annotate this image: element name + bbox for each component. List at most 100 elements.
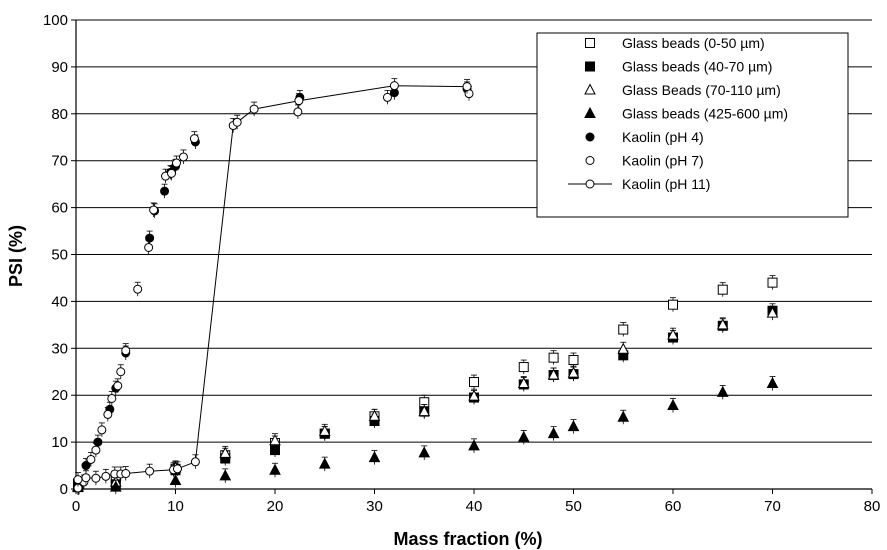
data-point: [145, 233, 155, 243]
data-point: [93, 437, 103, 447]
legend-label: Glass beads (425-600 µm): [622, 106, 788, 122]
data-point: [113, 381, 123, 391]
data-point: [547, 427, 560, 439]
data-point: [418, 446, 431, 458]
data-point: [116, 367, 126, 377]
data-point: [767, 277, 778, 288]
data-point: [716, 385, 729, 397]
x-tick-label: 60: [665, 498, 682, 515]
data-point: [219, 446, 232, 458]
data-point: [667, 328, 679, 340]
data-point: [145, 466, 155, 476]
data-point: [133, 284, 143, 294]
y-tick-label: 90: [51, 59, 68, 76]
data-point: [766, 376, 779, 388]
data-point: [91, 445, 101, 455]
data-point: [568, 355, 579, 366]
data-point: [617, 342, 630, 354]
data-point: [169, 473, 182, 486]
data-point: [293, 107, 303, 117]
x-tick-label: 80: [864, 498, 881, 515]
data-point: [468, 439, 480, 451]
data-point: [103, 409, 113, 419]
data-point: [618, 324, 629, 335]
y-tick-label: 70: [51, 153, 68, 170]
x-tick-label: 40: [466, 498, 483, 515]
legend-label: Kaolin (pH 4): [622, 129, 704, 145]
y-tick-label: 100: [43, 12, 68, 29]
data-point: [81, 473, 91, 483]
data-point: [219, 469, 232, 481]
data-point: [249, 104, 259, 114]
series-line-kaolin-ph11: [77, 85, 468, 481]
series-3: [72, 376, 779, 495]
data-point: [382, 92, 392, 102]
y-tick-label: 40: [51, 293, 68, 310]
legend-marker: [585, 38, 595, 48]
data-point: [368, 409, 381, 421]
data-point: [189, 134, 199, 144]
y-tick-label: 10: [51, 434, 68, 451]
axes: [71, 19, 873, 494]
legend-label: Kaolin (pH 11): [622, 176, 710, 192]
gridlines: [76, 19, 872, 443]
data-point: [518, 362, 529, 373]
data-point: [109, 480, 122, 492]
x-tick-label: 30: [366, 498, 383, 515]
data-point: [766, 306, 779, 318]
data-point: [667, 398, 679, 411]
legend: Glass beads (0-50 µm) Glass beads (40-70 …: [536, 32, 849, 218]
x-tick-label: 10: [167, 498, 184, 515]
data-point: [617, 410, 630, 422]
data-point: [178, 152, 188, 162]
y-tick-label: 20: [51, 387, 68, 404]
y-axis-title: PSI (%): [6, 225, 26, 287]
x-tick-label: 70: [764, 498, 781, 515]
y-tick-label: 0: [60, 481, 68, 498]
data-point: [318, 424, 331, 436]
data-point: [172, 464, 182, 474]
series-6: [73, 78, 472, 487]
data-point: [171, 158, 181, 168]
data-point: [269, 463, 281, 475]
data-point: [517, 430, 530, 442]
y-tick-label: 80: [51, 106, 68, 123]
data-point: [548, 352, 559, 363]
data-point: [121, 469, 131, 479]
data-point: [418, 405, 431, 417]
data-point: [468, 389, 480, 401]
data-point: [294, 96, 304, 106]
data-point: [190, 457, 200, 467]
x-tick-label: 50: [565, 498, 582, 515]
data-point: [318, 457, 331, 469]
y-tick-label: 60: [51, 200, 68, 217]
data-point: [717, 284, 728, 295]
legend-marker: [585, 61, 595, 72]
data-point: [389, 81, 399, 91]
data-point: [81, 461, 91, 471]
series-layer: [72, 78, 779, 496]
series-5: [73, 86, 474, 496]
x-tick-label: 0: [72, 498, 80, 515]
legend-label: Glass beads (40-70 µm): [622, 59, 772, 75]
data-point: [107, 393, 117, 403]
data-point: [121, 346, 131, 356]
data-point: [567, 366, 580, 378]
legend-marker: [584, 83, 596, 95]
data-point: [167, 168, 177, 178]
tick-labels: 0 10 20 30 40 50 60 70 80 90 100 0 10 20 30 40 50 60 70 80: [43, 12, 880, 515]
data-point: [86, 454, 96, 464]
legend-marker: [585, 132, 595, 142]
data-point: [517, 376, 530, 388]
legend-marker: [585, 179, 595, 189]
legend-marker: [584, 106, 596, 118]
data-point: [91, 473, 101, 483]
data-point: [160, 186, 170, 196]
y-tick-label: 30: [51, 340, 68, 357]
data-point: [547, 368, 560, 380]
data-point: [149, 205, 159, 215]
data-point: [469, 377, 479, 388]
data-point: [716, 318, 729, 330]
data-point: [97, 425, 107, 435]
